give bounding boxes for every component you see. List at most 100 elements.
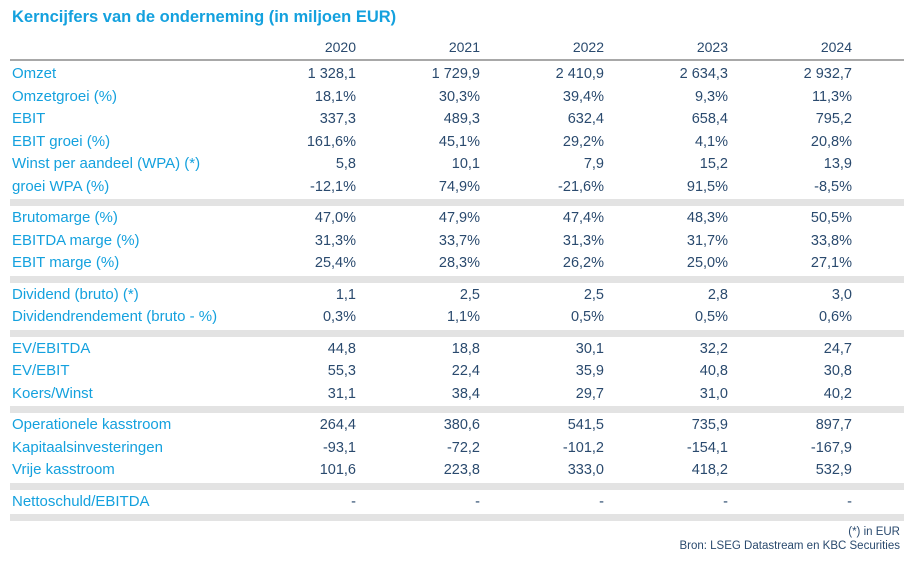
cell-value: 2,5: [583, 286, 604, 303]
cell-value: 2 634,3: [679, 66, 728, 82]
row-label: Vrije kasstroom: [12, 461, 115, 478]
section-divider: [10, 199, 904, 206]
cell-value: 18,8: [451, 340, 480, 357]
cell-value: 223,8: [443, 462, 480, 478]
cell-value: 15,2: [699, 156, 728, 172]
cell-value: 44,8: [327, 340, 356, 357]
cell-value: 40,8: [699, 363, 728, 379]
cell-value: 35,9: [575, 363, 604, 379]
cell-value: 74,9%: [438, 178, 480, 195]
row-label: Koers/Winst: [12, 384, 93, 402]
cell-value: 27,1%: [810, 255, 852, 271]
cell-value: -8,5%: [814, 178, 852, 195]
cell-value: 45,1%: [438, 133, 480, 150]
cell-value: 31,0: [699, 385, 728, 402]
section-divider: [10, 275, 904, 283]
cell-value: 47,4%: [562, 210, 604, 226]
cell-value: 7,9: [583, 156, 604, 172]
cell-value: 38,4: [451, 385, 480, 402]
cell-value: -154,1: [686, 439, 728, 456]
cell-value: 3,0: [831, 286, 852, 303]
cell-value: 39,4%: [562, 88, 604, 105]
section-divider: [10, 406, 904, 413]
table-body: Omzet 1 328,1 1 729,9 2 410,9 2 634,3 2 932,7…: [10, 63, 904, 521]
section-divider: [10, 482, 904, 490]
row-label: Kapitaalsinvesteringen: [12, 438, 163, 456]
table-row: Omzet 1 328,1 1 729,9 2 410,9 2 634,3 2 932,7: [10, 63, 904, 86]
cell-value: 11,3%: [811, 88, 852, 105]
table-header-row: 2020 2021 2022 2023 2024: [10, 39, 904, 59]
cell-value: 55,3: [327, 363, 356, 379]
cell-value: 0,6%: [818, 309, 852, 325]
row-label: EBIT marge (%): [12, 254, 120, 271]
cell-value: -: [847, 493, 852, 510]
cell-value: 1,1%: [446, 309, 480, 325]
cell-value: 5,8: [335, 156, 356, 172]
row-label: Winst per aandeel (WPA) (*): [12, 155, 201, 172]
cell-value: 264,4: [319, 417, 356, 433]
table-row: EBIT marge (%) 25,4% 28,3% 26,2% 25,0% 27,1%: [10, 252, 904, 275]
cell-value: 18,1%: [314, 88, 356, 105]
cell-value: 48,3%: [686, 210, 728, 226]
cell-value: 735,9: [691, 417, 728, 433]
table-row: Brutomarge (%) 47,0% 47,9% 47,4% 48,3% 50,5%: [10, 207, 904, 230]
cell-value: 31,3%: [314, 232, 356, 249]
table-row: Omzetgroei (%) 18,1% 30,3% 39,4% 9,3% 11,3%: [10, 86, 904, 109]
header-rule: [10, 59, 904, 61]
cell-value: 2,8: [707, 286, 728, 303]
row-label: Nettoschuld/EBITDA: [12, 492, 150, 510]
cell-value: 33,8%: [810, 232, 852, 249]
row-label: EBIT groei (%): [12, 132, 111, 150]
table-row: EBITDA marge (%) 31,3% 33,7% 31,3% 31,7% 33,8…: [10, 230, 904, 253]
table-row: EBIT 337,3 489,3 632,4 658,4 795,2: [10, 108, 904, 131]
cell-value: -101,2: [562, 439, 604, 456]
cell-value: 161,6%: [306, 133, 356, 150]
year-column-header: 2022: [572, 39, 604, 55]
cell-value: 2 932,7: [803, 66, 852, 82]
year-column-header: 2024: [820, 39, 852, 55]
row-label: Dividend (bruto) (*): [12, 285, 139, 303]
section-divider: [10, 514, 904, 521]
year-column-header: 2021: [448, 39, 480, 55]
cell-value: 897,7: [815, 417, 852, 433]
cell-value: 13,9: [823, 156, 852, 172]
cell-value: 337,3: [319, 111, 356, 127]
cell-value: 795,2: [815, 111, 852, 127]
cell-value: -: [723, 493, 728, 510]
cell-value: 9,3%: [694, 88, 728, 105]
cell-value: 0,5%: [570, 309, 604, 325]
key-figures-table: 2020 2021 2022 2023 2024 Omzet 1 328,1 1 729,9…: [10, 39, 904, 521]
table-row: Dividend (bruto) (*) 1,1 2,5 2,5 2,8 3,0: [10, 284, 904, 307]
year-column-header: 2023: [696, 39, 728, 55]
cell-value: -12,1%: [310, 178, 356, 195]
row-label: EBIT: [12, 110, 46, 127]
cell-value: 541,5: [567, 417, 604, 433]
row-label: Brutomarge (%): [12, 209, 118, 226]
table-row: Dividendrendement (bruto - %) 0,3% 1,1% 0,5…: [10, 306, 904, 329]
cell-value: 31,1: [327, 385, 356, 402]
cell-value: 32,2: [699, 340, 728, 357]
table-row: Nettoschuld/EBITDA - - - - -: [10, 491, 904, 514]
row-label: groei WPA (%): [12, 177, 110, 195]
cell-value: -21,6%: [558, 178, 604, 195]
cell-value: 1,1: [335, 286, 356, 303]
year-column-header: 2020: [324, 39, 356, 55]
footnote-source: Bron: LSEG Datastream en KBC Securities: [679, 540, 900, 552]
table-row: groei WPA (%) -12,1% 74,9% -21,6% 91,5% -8,5%: [10, 176, 904, 199]
cell-value: -93,1: [322, 439, 356, 456]
cell-value: 1 729,9: [431, 66, 480, 82]
cell-value: 30,3%: [438, 88, 480, 105]
cell-value: 91,5%: [686, 178, 728, 195]
cell-value: -167,9: [810, 439, 852, 456]
footnotes: (*) in EUR Bron: LSEG Datastream en KBC …: [10, 525, 904, 553]
cell-value: 2,5: [459, 286, 480, 303]
page-title: Kerncijfers van de onderneming (in miljo…: [12, 8, 397, 26]
table-row: Operationele kasstroom 264,4 380,6 541,5 735…: [10, 414, 904, 437]
footnote-eur: (*) in EUR: [848, 526, 900, 538]
cell-value: -72,2: [446, 439, 480, 456]
cell-value: 4,1%: [694, 133, 728, 150]
cell-value: 24,7: [823, 340, 852, 357]
cell-value: 22,4: [451, 363, 480, 379]
cell-value: 29,7: [575, 385, 604, 402]
